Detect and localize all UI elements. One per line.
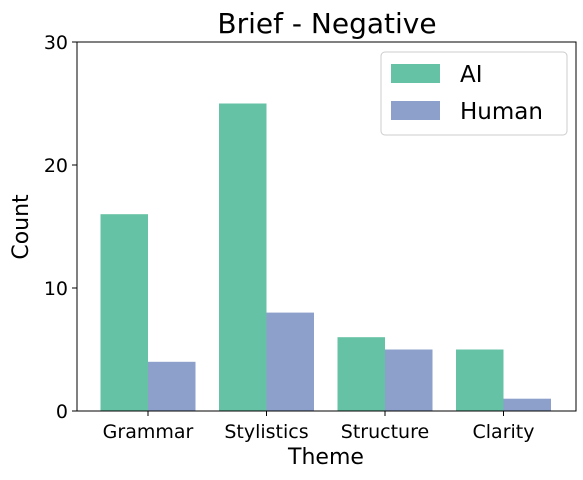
bars-layer (100, 103, 551, 411)
y-tick-label: 20 (44, 155, 68, 177)
bar-human-clarity (503, 398, 551, 411)
bar-ai-structure (337, 337, 385, 411)
bar-human-stylistics (266, 312, 314, 411)
y-tick-label: 10 (44, 278, 68, 300)
x-tick-label: Stylistics (224, 421, 308, 443)
bar-ai-stylistics (219, 103, 267, 411)
y-tick-label: 30 (44, 32, 68, 54)
plot-frame (76, 41, 577, 412)
x-tick-label: Grammar (103, 421, 194, 443)
legend-swatch-human (391, 101, 440, 120)
x-axis: Grammar Stylistics Structure Clarity (103, 411, 535, 443)
bar-ai-clarity (456, 349, 504, 411)
x-tick-label: Structure (341, 421, 429, 443)
legend: AI Human (380, 51, 568, 136)
chart-title: Brief - Negative (217, 7, 436, 40)
y-tick-label: 0 (56, 401, 68, 423)
legend-swatch-ai (391, 64, 440, 83)
bar-ai-grammar (100, 214, 148, 411)
legend-label-human: Human (460, 99, 543, 125)
y-axis-label: Count (9, 194, 34, 260)
x-axis-label: Theme (287, 445, 364, 470)
y-axis: 0 10 20 30 (44, 32, 77, 423)
x-tick-label: Clarity (473, 421, 535, 443)
bar-human-grammar (148, 361, 196, 411)
legend-label-ai: AI (460, 62, 483, 88)
bar-human-structure (385, 349, 433, 411)
